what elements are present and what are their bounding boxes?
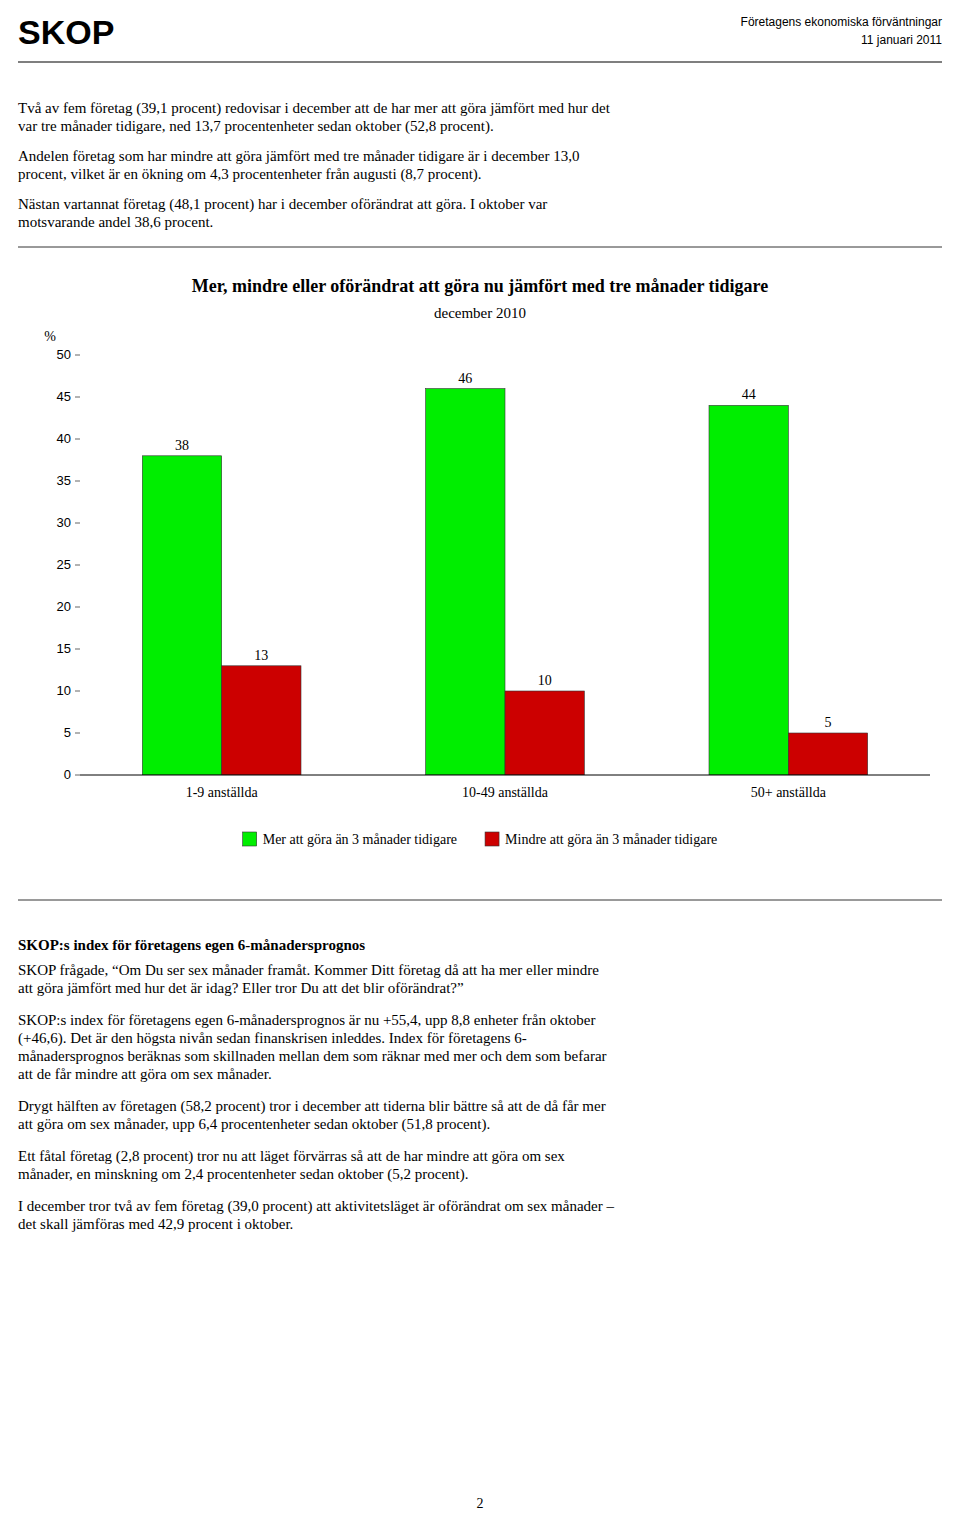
body-text: att de får mindre att göra om sex månade… [18, 1066, 272, 1082]
tick [75, 733, 80, 734]
tick-label: 10 [57, 683, 71, 698]
body-text: Drygt hälften av företagen (58,2 procent… [18, 1098, 606, 1115]
body-text: det skall jämföras med 42,9 procent i ok… [18, 1216, 293, 1232]
tick [75, 355, 80, 356]
tick-label: 40 [57, 431, 71, 446]
bar [426, 389, 505, 775]
body-text: Ett fåtal företag (2,8 procent) tror nu … [18, 1148, 565, 1165]
bar [505, 691, 584, 775]
chart-subtitle: december 2010 [434, 305, 526, 321]
legend-entry: Mindre att göra än 3 månader tidigare [505, 832, 717, 847]
chart-title: Mer, mindre eller oförändrat att göra nu… [192, 276, 769, 296]
legend-swatch [485, 832, 499, 846]
axis-label: % [44, 329, 56, 344]
tick-label: 25 [57, 557, 71, 572]
page-number: 2 [477, 1496, 484, 1511]
tick [75, 565, 80, 566]
body-text: Två av fem företag (39,1 procent) redovi… [18, 100, 611, 117]
body-text: SKOP frågade, “Om Du ser sex månader fra… [18, 962, 599, 978]
x-axis [80, 775, 930, 776]
body-text: motsvarande andel 38,6 procent. [18, 214, 213, 230]
body-text: (+46,6). Det är den högsta nivån sedan f… [18, 1030, 527, 1047]
bar [222, 666, 301, 775]
body-text: procent, vilket är en ökning om 4,3 proc… [18, 166, 482, 183]
rule [18, 247, 942, 248]
data-label: 46 [458, 371, 472, 386]
data-label: 38 [175, 438, 189, 453]
bar [142, 456, 221, 775]
data-label: 13 [254, 648, 268, 663]
body-text: I december tror två av fem företag (39,0… [18, 1198, 614, 1215]
tick [75, 691, 80, 692]
tick-label: 20 [57, 599, 71, 614]
y-axis: 0 5 10 15 20 25 30 35 40 45 50 [57, 347, 80, 782]
body-text: Andelen företag som har mindre att göra … [18, 148, 579, 164]
tick-label: 35 [57, 473, 71, 488]
category-label: 10-49 anställda [462, 785, 549, 800]
body-text: månadersprognos beräknas som skillnaden … [18, 1048, 607, 1064]
page: SKOP Företagens ekonomiska förväntningar 1… [0, 0, 960, 1524]
tick-label: 50 [57, 347, 71, 362]
tick [75, 397, 80, 398]
legend-swatch [243, 832, 257, 846]
rule [18, 900, 942, 901]
tick-label: 5 [64, 725, 71, 740]
header-title: SKOP [18, 13, 114, 51]
tick [75, 481, 80, 482]
tick-label: 15 [57, 641, 71, 656]
bar [709, 405, 788, 775]
tick [75, 439, 80, 440]
tick [75, 607, 80, 608]
tick-label: 0 [64, 767, 71, 782]
body-text: SKOP:s index för företagens egen 6-månad… [18, 1012, 595, 1028]
bars [142, 389, 867, 775]
body-text: månader, en minskning om 2,4 procentenhe… [18, 1166, 469, 1183]
tick [75, 523, 80, 524]
body-text: Nästan vartannat företag (48,1 procent) … [18, 196, 547, 213]
data-label: 10 [538, 673, 552, 688]
data-labels: 38 13 46 10 44 5 [175, 371, 832, 730]
body-text: att göra om sex månader, upp 6,4 procent… [18, 1116, 490, 1133]
data-label: 5 [825, 715, 832, 730]
tick-label: 30 [57, 515, 71, 530]
header-info: 11 januari 2011 [861, 33, 942, 47]
category-label: 1-9 anställda [186, 785, 259, 800]
section-title: SKOP:s index för företagens egen 6-månad… [18, 937, 365, 953]
tick [75, 775, 80, 776]
legend: Mer att göra än 3 månader tidigare Mindre… [243, 832, 718, 847]
body-text: att göra jämfört med hur det är idag? El… [18, 980, 464, 996]
header-info: Företagens ekonomiska förväntningar [741, 15, 942, 29]
body-text: var tre månader tidigare, ned 13,7 proce… [18, 118, 494, 135]
bar [788, 733, 867, 775]
data-label: 44 [742, 387, 756, 402]
tick-label: 45 [57, 389, 71, 404]
tick [75, 649, 80, 650]
category-label: 50+ anställda [751, 785, 827, 800]
legend-entry: Mer att göra än 3 månader tidigare [263, 832, 457, 847]
rule [18, 61, 942, 62]
